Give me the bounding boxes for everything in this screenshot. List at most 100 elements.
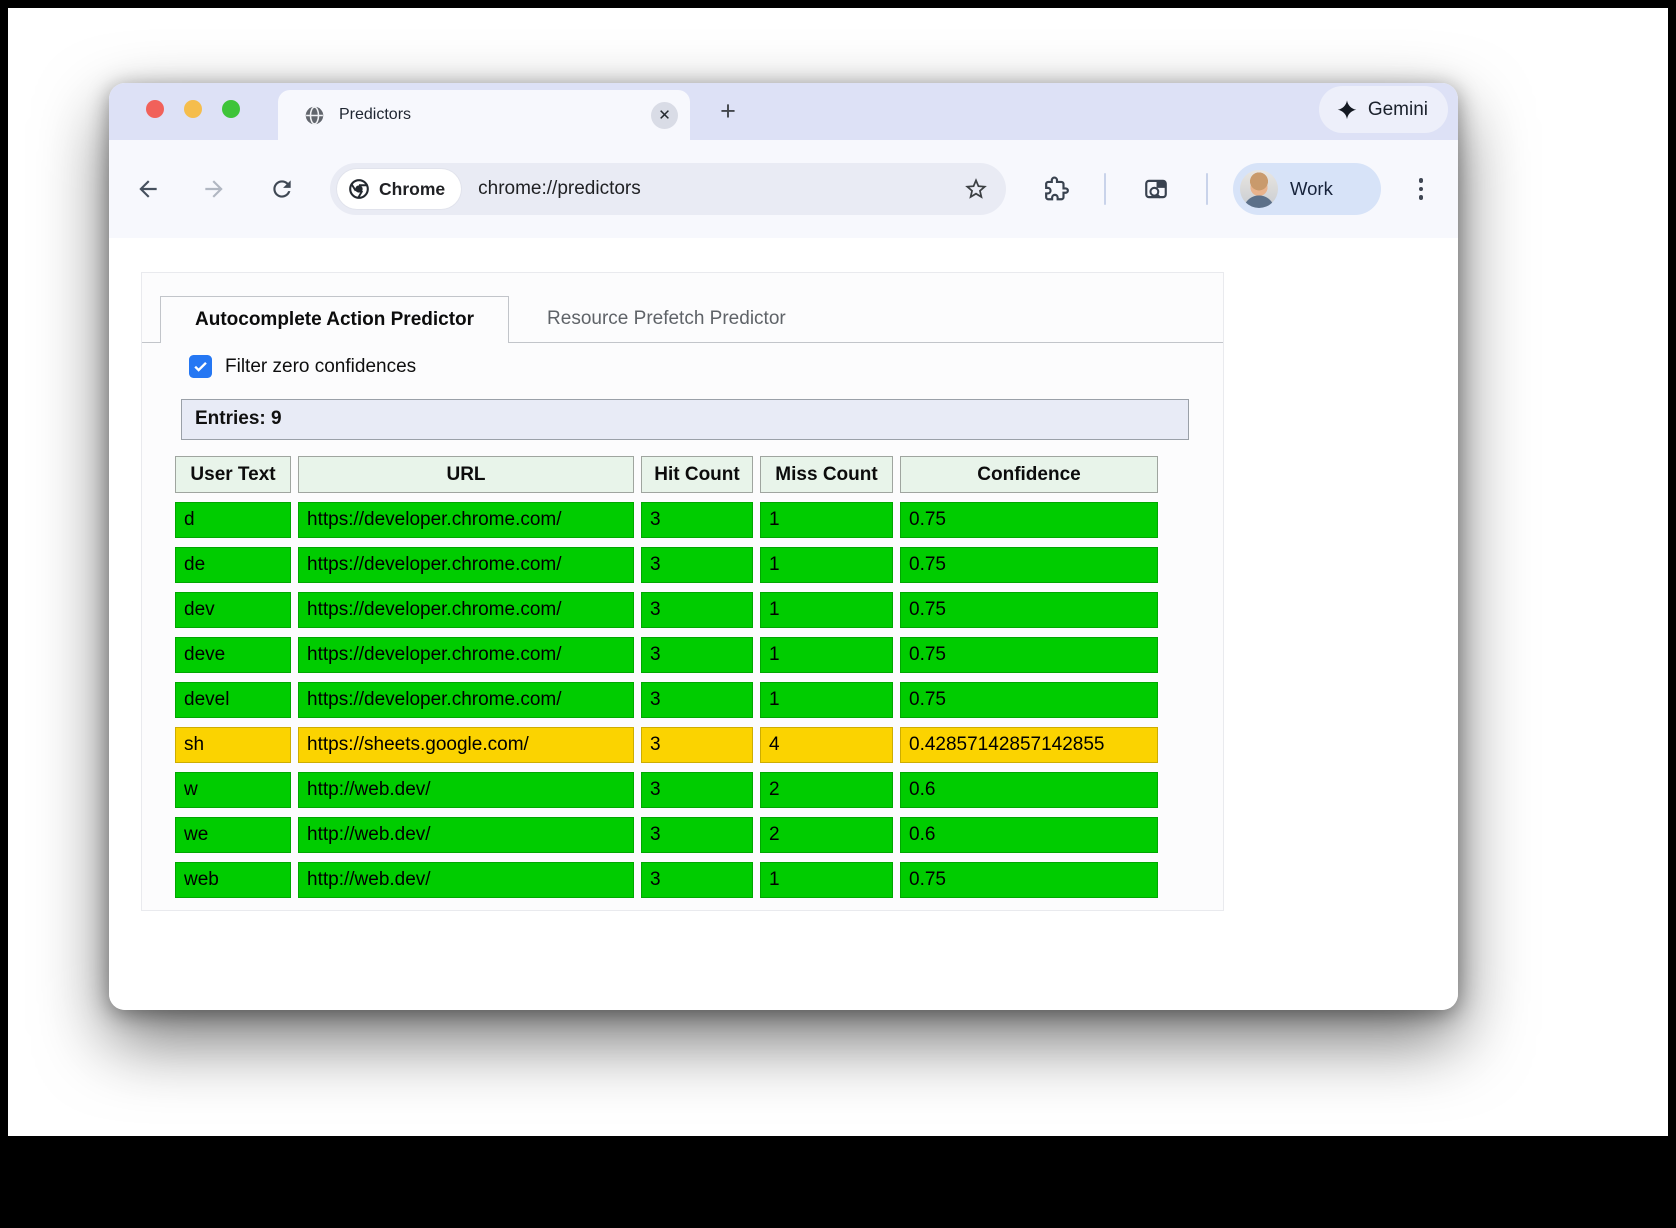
browser-toolbar: Chrome chrome://predictors bbox=[109, 140, 1458, 238]
cell-url: https://developer.chrome.com/ bbox=[298, 502, 634, 538]
cell-miss: 1 bbox=[760, 547, 893, 583]
cell-user-text: deve bbox=[175, 637, 291, 673]
browser-window: Predictors ✕ + Gemini bbox=[109, 83, 1458, 1010]
cell-confidence: 0.75 bbox=[900, 547, 1158, 583]
col-user-text: User Text bbox=[175, 456, 291, 493]
cell-url: http://web.dev/ bbox=[298, 862, 634, 898]
cell-user-text: dev bbox=[175, 592, 291, 628]
tab-title: Predictors bbox=[339, 106, 412, 123]
cell-url: http://web.dev/ bbox=[298, 772, 634, 808]
extensions-icon[interactable] bbox=[1044, 175, 1070, 202]
table-row: devel https://developer.chrome.com/ 3 1 … bbox=[175, 682, 1158, 718]
cell-url: https://sheets.google.com/ bbox=[298, 727, 634, 763]
table-row: deve https://developer.chrome.com/ 3 1 0… bbox=[175, 637, 1158, 673]
cell-confidence: 0.75 bbox=[900, 592, 1158, 628]
cell-url: https://developer.chrome.com/ bbox=[298, 637, 634, 673]
tab-resource-prefetch-predictor[interactable]: Resource Prefetch Predictor bbox=[547, 308, 786, 329]
cell-user-text: de bbox=[175, 547, 291, 583]
cell-user-text: d bbox=[175, 502, 291, 538]
cell-user-text: w bbox=[175, 772, 291, 808]
cell-user-text: sh bbox=[175, 727, 291, 763]
col-hit-count: Hit Count bbox=[641, 456, 753, 493]
tab-strip: Predictors ✕ + Gemini bbox=[109, 83, 1458, 140]
cell-miss: 1 bbox=[760, 682, 893, 718]
cell-miss: 2 bbox=[760, 817, 893, 853]
browser-tab-predictors[interactable]: Predictors ✕ bbox=[278, 90, 690, 140]
table-row: web http://web.dev/ 3 1 0.75 bbox=[175, 862, 1158, 898]
cell-hit: 3 bbox=[641, 862, 753, 898]
side-panel-search-icon[interactable] bbox=[1143, 176, 1169, 202]
new-tab-button[interactable]: + bbox=[720, 95, 736, 126]
gemini-label: Gemini bbox=[1367, 98, 1428, 120]
cell-hit: 3 bbox=[641, 772, 753, 808]
bookmark-star-icon[interactable] bbox=[963, 176, 989, 202]
cell-hit: 3 bbox=[641, 682, 753, 718]
filter-zero-confidences-checkbox[interactable] bbox=[189, 355, 212, 378]
cell-url: https://developer.chrome.com/ bbox=[298, 547, 634, 583]
cell-hit: 3 bbox=[641, 502, 753, 538]
cell-url: http://web.dev/ bbox=[298, 817, 634, 853]
check-icon bbox=[194, 361, 207, 372]
table-row: we http://web.dev/ 3 2 0.6 bbox=[175, 817, 1158, 853]
cell-url: https://developer.chrome.com/ bbox=[298, 592, 634, 628]
cell-hit: 3 bbox=[641, 592, 753, 628]
cell-hit: 3 bbox=[641, 727, 753, 763]
cell-hit: 3 bbox=[641, 817, 753, 853]
zoom-window-icon[interactable] bbox=[222, 100, 240, 118]
predictors-table: User Text URL Hit Count Miss Count Confi… bbox=[168, 447, 1165, 907]
predictor-tab-row: Autocomplete Action Predictor Resource P… bbox=[142, 296, 1223, 343]
profile-button[interactable]: Work bbox=[1233, 163, 1381, 215]
cell-confidence: 0.75 bbox=[900, 682, 1158, 718]
filter-label: Filter zero confidences bbox=[225, 355, 417, 377]
cell-miss: 1 bbox=[760, 637, 893, 673]
cell-hit: 3 bbox=[641, 547, 753, 583]
forward-button[interactable] bbox=[201, 176, 227, 202]
cell-url: https://developer.chrome.com/ bbox=[298, 682, 634, 718]
desktop-background: Predictors ✕ + Gemini bbox=[8, 8, 1668, 1136]
table-row: sh https://sheets.google.com/ 3 4 0.4285… bbox=[175, 727, 1158, 763]
menu-kebab-icon[interactable] bbox=[1412, 173, 1430, 205]
cell-user-text: web bbox=[175, 862, 291, 898]
chrome-logo-icon bbox=[348, 178, 370, 200]
table-row: w http://web.dev/ 3 2 0.6 bbox=[175, 772, 1158, 808]
close-window-icon[interactable] bbox=[146, 100, 164, 118]
table-row: de https://developer.chrome.com/ 3 1 0.7… bbox=[175, 547, 1158, 583]
cell-confidence: 0.75 bbox=[900, 637, 1158, 673]
toolbar-divider bbox=[1104, 173, 1106, 205]
page-content: Autocomplete Action Predictor Resource P… bbox=[109, 238, 1458, 1010]
cell-user-text: we bbox=[175, 817, 291, 853]
cell-hit: 3 bbox=[641, 637, 753, 673]
cell-confidence: 0.75 bbox=[900, 502, 1158, 538]
back-button[interactable] bbox=[135, 176, 161, 202]
cell-miss: 1 bbox=[760, 502, 893, 538]
reload-button[interactable] bbox=[269, 176, 295, 202]
cell-miss: 4 bbox=[760, 727, 893, 763]
cell-confidence: 0.75 bbox=[900, 862, 1158, 898]
avatar bbox=[1240, 170, 1278, 208]
minimize-window-icon[interactable] bbox=[184, 100, 202, 118]
cell-confidence: 0.6 bbox=[900, 772, 1158, 808]
profile-label: Work bbox=[1290, 178, 1333, 199]
table-row: dev https://developer.chrome.com/ 3 1 0.… bbox=[175, 592, 1158, 628]
col-url: URL bbox=[298, 456, 634, 493]
tab-autocomplete-action-predictor[interactable]: Autocomplete Action Predictor bbox=[160, 296, 510, 343]
col-miss-count: Miss Count bbox=[760, 456, 893, 493]
table-header-row: User Text URL Hit Count Miss Count Confi… bbox=[175, 456, 1158, 493]
gemini-sparkle-icon bbox=[1336, 99, 1358, 121]
toolbar-divider bbox=[1206, 173, 1208, 205]
col-confidence: Confidence bbox=[900, 456, 1158, 493]
site-chip[interactable]: Chrome bbox=[337, 169, 462, 209]
site-chip-label: Chrome bbox=[379, 178, 446, 199]
close-tab-icon[interactable]: ✕ bbox=[651, 101, 678, 129]
cell-miss: 1 bbox=[760, 592, 893, 628]
cell-confidence: 0.6 bbox=[900, 817, 1158, 853]
gemini-button[interactable]: Gemini bbox=[1318, 86, 1448, 133]
table-row: d https://developer.chrome.com/ 3 1 0.75 bbox=[175, 502, 1158, 538]
entries-count: Entries: 9 bbox=[181, 399, 1189, 440]
url-text[interactable]: chrome://predictors bbox=[478, 178, 641, 199]
address-bar[interactable]: Chrome chrome://predictors bbox=[330, 163, 1006, 215]
globe-favicon-icon bbox=[304, 105, 325, 126]
cell-user-text: devel bbox=[175, 682, 291, 718]
cell-confidence: 0.42857142857142855 bbox=[900, 727, 1158, 763]
predictors-card: Autocomplete Action Predictor Resource P… bbox=[141, 272, 1224, 911]
